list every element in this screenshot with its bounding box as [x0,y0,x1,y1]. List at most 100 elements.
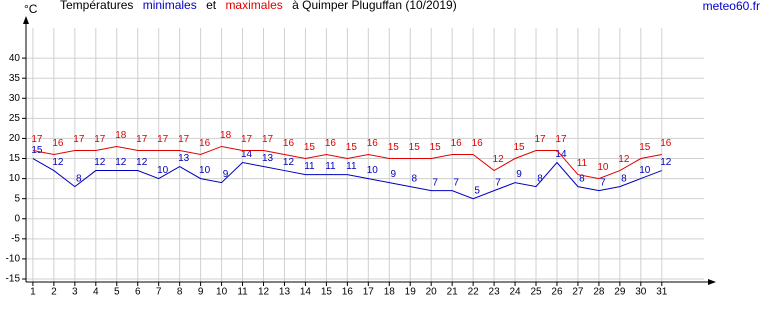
x-tick-label: 22 [468,287,480,298]
y-tick-label: -10 [6,254,21,265]
x-tick-label: 11 [237,287,248,298]
data-label: 12 [493,154,505,165]
x-tick-label: 13 [279,287,291,298]
data-label: 11 [304,161,315,172]
data-label: 17 [178,134,190,145]
data-label: 9 [390,169,396,180]
y-axis-arrow [23,16,29,24]
data-label: 7 [432,177,438,188]
data-label: 9 [223,169,229,180]
x-tick-label: 9 [198,287,204,298]
y-tick-label: 25 [9,113,21,124]
data-label: 17 [241,134,253,145]
x-tick-label: 15 [321,287,333,298]
data-label: 12 [136,157,148,168]
data-label: 9 [516,169,522,180]
x-tick-label: 18 [384,287,396,298]
y-unit: °C [24,2,38,16]
data-label: 15 [639,142,651,153]
data-label: 10 [199,165,211,176]
x-tick-label: 10 [216,287,228,298]
y-tick-label: 0 [14,213,20,224]
x-axis-arrow [708,279,716,285]
source-link[interactable]: meteo60.fr [703,0,760,13]
data-label: 10 [157,165,169,176]
data-label: 8 [621,173,627,184]
x-tick-label: 19 [405,287,417,298]
y-tick-label: 40 [9,53,21,64]
data-label: 15 [409,142,421,153]
data-label: 12 [618,154,630,165]
title-part: Températures [60,0,133,12]
x-tick-label: 27 [572,287,584,298]
y-tick-label: 10 [9,173,21,184]
x-tick-label: 7 [156,287,162,298]
x-tick-label: 2 [51,287,57,298]
data-label: 13 [178,153,190,164]
data-label: 16 [660,138,672,149]
data-label: 15 [513,142,525,153]
data-label: 18 [220,130,232,141]
data-label: 11 [325,161,336,172]
data-label: 17 [555,134,567,145]
data-label: 7 [453,177,459,188]
x-tick-label: 20 [426,287,438,298]
data-label: 18 [115,130,127,141]
y-tick-label: 30 [9,93,21,104]
data-label: 10 [367,165,379,176]
data-label: 16 [472,138,484,149]
data-label: 16 [325,138,337,149]
x-tick-label: 21 [447,287,459,298]
x-tick-label: 25 [530,287,542,298]
data-label: 17 [94,134,106,145]
series-line [32,145,662,180]
data-label: 16 [199,138,211,149]
data-label: 13 [262,153,274,164]
x-tick-label: 23 [489,287,501,298]
data-label: 16 [52,138,64,149]
x-tick-label: 29 [614,287,626,298]
data-label: 10 [597,162,609,173]
data-label: 12 [52,157,64,168]
title-part: et [206,0,217,12]
x-tick-label: 26 [551,287,563,298]
data-label: 17 [73,134,85,145]
title-part: à Quimper Pluguffan (10/2019) [292,0,457,12]
x-tick-label: 17 [363,287,375,298]
y-tick-label: 35 [9,73,21,84]
x-tick-label: 1 [30,287,36,298]
data-label: 16 [451,138,463,149]
y-tick-label: 15 [9,153,21,164]
data-label: 15 [346,142,358,153]
data-label: 16 [367,138,379,149]
data-label: 15 [304,142,316,153]
data-label: 15 [388,142,400,153]
x-tick-label: 5 [114,287,120,298]
x-tick-label: 30 [635,287,647,298]
data-label: 8 [76,173,82,184]
x-tick-label: 28 [593,287,605,298]
x-tick-label: 3 [72,287,78,298]
y-tick-label: 20 [9,133,21,144]
data-label: 5 [474,185,480,196]
data-label: 8 [411,173,417,184]
data-label: 10 [639,165,651,176]
x-tick-label: 12 [258,287,270,298]
data-label: 14 [241,149,253,160]
y-tick-label: -5 [11,233,20,244]
data-label: 17 [157,134,169,145]
x-tick-label: 8 [177,287,183,298]
title-part: minimales [143,0,197,12]
data-label: 15 [430,142,442,153]
title-part: maximales [225,0,282,12]
data-label: 17 [534,134,546,145]
x-tick-label: 24 [509,287,521,298]
x-tick-label: 14 [300,287,312,298]
data-label: 12 [94,157,106,168]
chart-title: Températures minimales et maximales à Qu… [60,0,457,12]
series-line [32,158,662,200]
y-tick-label: -15 [6,274,21,285]
x-tick-label: 16 [342,287,354,298]
data-label: 12 [283,157,295,168]
data-label: 8 [537,173,543,184]
